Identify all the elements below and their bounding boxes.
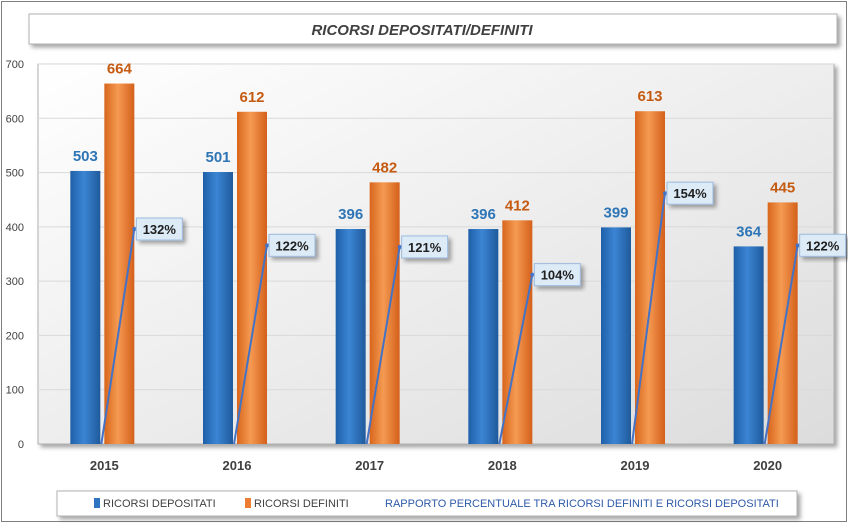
bar-depositati — [335, 229, 366, 444]
ratio-label-text: 154% — [673, 186, 707, 201]
bar-depositati — [70, 170, 101, 444]
ratio-point — [265, 243, 269, 248]
y-axis: 0 100 200 300 400 500 600 700 — [6, 59, 24, 451]
bar-value-label: 503 — [73, 148, 98, 165]
x-tick-label: 2018 — [488, 458, 517, 473]
chart-title: RICORSI DEPOSITATI/DEFINITI — [311, 22, 533, 39]
x-tick-label: 2017 — [355, 458, 384, 473]
chart-title-box: RICORSI DEPOSITATI/DEFINITI — [28, 13, 838, 45]
bar-value-label: 612 — [239, 89, 264, 106]
bar-value-label: 396 — [471, 206, 496, 223]
bar-value-label: 482 — [372, 159, 397, 176]
bar-value-label: 445 — [770, 179, 795, 196]
y-tick-label: 500 — [6, 168, 24, 180]
bar-value-label: 613 — [637, 88, 662, 105]
ratio-label: 104% — [533, 263, 581, 287]
ratio-line-segment — [763, 245, 799, 445]
x-tick-label: 2019 — [621, 458, 650, 473]
ratio-label: 121% — [401, 235, 449, 259]
x-tick-label: 2015 — [90, 458, 119, 473]
ratio-label-box — [135, 217, 183, 241]
bar-value-label: 664 — [107, 61, 133, 78]
bar-value-label: 364 — [736, 223, 762, 240]
ratio-line-segment — [233, 245, 268, 445]
ratio-point — [132, 227, 137, 232]
ratio-point — [530, 272, 535, 277]
ratio-point — [663, 191, 667, 196]
bar-depositati — [601, 227, 631, 444]
ratio-label-box — [533, 263, 581, 287]
ratio-label: 154% — [666, 181, 714, 205]
ratio-label-box — [666, 181, 714, 205]
ratio-label: 122% — [799, 233, 847, 257]
x-tick-label: 2016 — [223, 458, 252, 473]
bar-definiti — [767, 202, 798, 444]
legend-swatch — [94, 498, 100, 508]
bar-value-label: 399 — [603, 204, 628, 221]
ratio-label: 122% — [268, 233, 316, 257]
legend: RICORSI DEPOSITATI RICORSI DEFINITI RAPPOR… — [56, 490, 798, 517]
ratio-label-text: 132% — [143, 222, 177, 237]
ratio-label-text: 104% — [541, 268, 575, 283]
ratio-line-segment — [100, 228, 136, 445]
data-labels: 503 664 501 612 396 482 396 412 399 613 364 445 132%… — [73, 61, 847, 287]
ratio-label-box — [401, 235, 449, 259]
legend-label: RICORSI DEPOSITATI — [103, 498, 216, 510]
ratio-point — [397, 244, 402, 249]
legend-swatch — [245, 498, 251, 508]
gridlines — [38, 63, 834, 391]
ratio-label-box — [799, 233, 847, 257]
ratio-line — [100, 191, 800, 445]
bars — [70, 83, 798, 445]
y-tick-label: 100 — [6, 385, 24, 397]
y-tick-label: 700 — [6, 59, 24, 71]
x-tick-label: 2020 — [753, 458, 782, 473]
bar-value-label: 501 — [205, 149, 230, 166]
ratio-label-text: 122% — [806, 238, 840, 253]
y-tick-label: 300 — [6, 276, 24, 288]
y-tick-label: 400 — [6, 222, 24, 234]
ratio-point — [795, 243, 800, 248]
y-tick-label: 600 — [6, 113, 24, 125]
ratio-line-segment — [498, 274, 534, 445]
ratio-line-segment — [365, 246, 401, 445]
x-axis: 2015 2016 2017 2018 2019 2020 — [90, 458, 782, 473]
ratio-label-box — [268, 233, 316, 257]
bar-value-label: 412 — [505, 197, 530, 214]
ratio-label-text: 122% — [275, 238, 309, 253]
bar-depositati — [203, 172, 233, 444]
legend-label: RAPPORTO PERCENTUALE TRA RICORSI DEFINIT… — [385, 498, 779, 510]
bar-value-label: 396 — [338, 206, 363, 223]
y-tick-label: 200 — [6, 330, 24, 342]
ratio-label-text: 121% — [408, 240, 442, 255]
legend-label: RICORSI DEFINITI — [254, 498, 349, 510]
bar-depositati — [733, 246, 764, 444]
ratio-label: 132% — [135, 217, 183, 241]
ratio-line-segment — [631, 193, 666, 445]
y-tick-label: 0 — [18, 439, 24, 451]
bar-depositati — [468, 229, 499, 444]
